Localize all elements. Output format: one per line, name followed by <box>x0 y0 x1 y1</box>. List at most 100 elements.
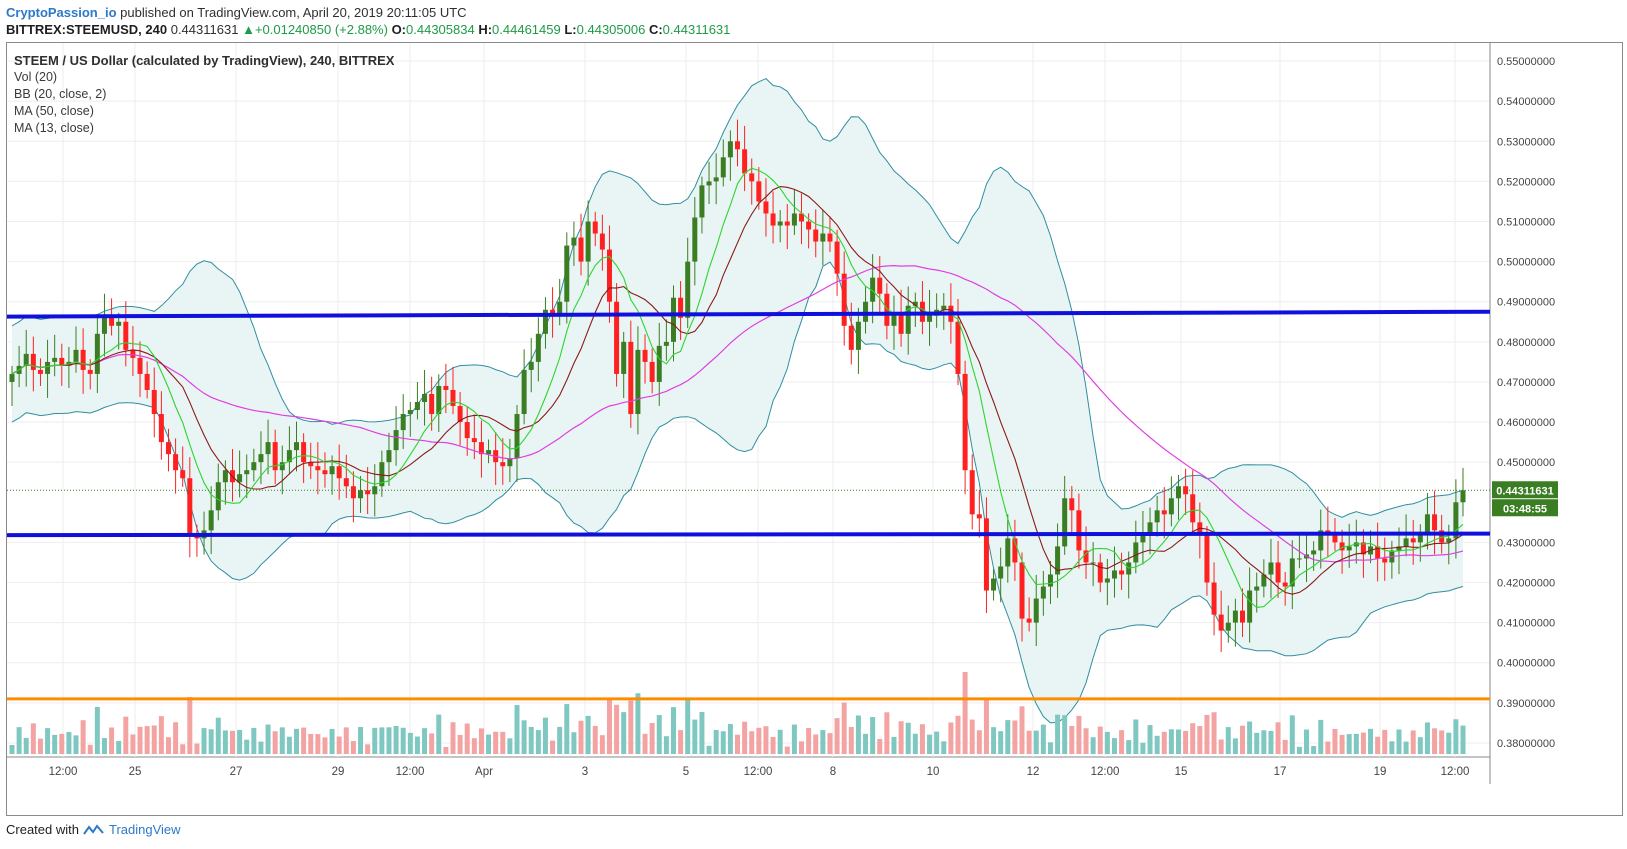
candle-body <box>507 458 513 467</box>
volume-bar <box>735 734 740 754</box>
volume-bar <box>1268 731 1274 754</box>
candle-body <box>94 333 100 374</box>
candle-body <box>1403 538 1409 547</box>
volume-bar <box>258 741 264 754</box>
legend-ma50[interactable]: MA (50, close) <box>14 104 94 118</box>
volume-bar <box>16 727 22 754</box>
candle-body <box>372 486 378 495</box>
volume-bar <box>1140 742 1146 754</box>
candle-body <box>1211 582 1217 615</box>
volume-bar <box>1040 724 1046 754</box>
y-tick-label: 0.53000000 <box>1497 136 1555 148</box>
candle-body <box>962 373 968 471</box>
volume-bar <box>229 730 235 754</box>
volume-bar <box>927 734 933 754</box>
low-label: L: <box>564 22 577 37</box>
candle-body <box>863 301 869 322</box>
candle-body <box>1432 514 1438 531</box>
volume-bar <box>1453 719 1459 754</box>
volume-bar <box>1154 735 1160 754</box>
volume-bar <box>286 736 292 754</box>
volume-bar <box>1197 726 1203 754</box>
volume-bar <box>1325 741 1331 754</box>
volume-bar <box>137 726 143 754</box>
volume-bar <box>393 725 399 754</box>
volume-bar <box>514 705 520 754</box>
price-change: +0.01240850 (+2.88%) <box>254 22 388 37</box>
volume-bar <box>1318 719 1324 754</box>
candle-body <box>158 414 164 443</box>
volume-bar <box>1147 725 1153 754</box>
y-tick-label: 0.52000000 <box>1497 176 1555 188</box>
volume-bar <box>1304 729 1310 754</box>
volume-bar <box>1161 731 1167 754</box>
volume-bar <box>471 738 477 754</box>
volume-bar <box>208 729 214 754</box>
volume-bar <box>799 741 805 754</box>
volume-bar <box>663 736 669 754</box>
tradingview-brand[interactable]: TradingView <box>108 822 181 837</box>
volume-bar <box>599 735 605 754</box>
volume-bar <box>215 717 221 754</box>
candle-body <box>322 470 328 475</box>
candle-body <box>336 466 342 479</box>
y-tick-label: 0.46000000 <box>1497 417 1555 429</box>
candle-body <box>521 369 527 415</box>
candle-body <box>80 349 86 370</box>
candle-body <box>1232 610 1238 623</box>
legend-ma13[interactable]: MA (13, close) <box>14 121 94 135</box>
candle-body <box>891 313 897 326</box>
candle-body <box>301 442 307 463</box>
candle-body <box>1240 610 1246 623</box>
candle-body <box>144 373 150 390</box>
candle-body <box>1040 586 1046 599</box>
volume-bar <box>9 745 15 754</box>
volume-bar <box>1353 733 1359 754</box>
candle-body <box>386 450 392 463</box>
candle-body <box>770 213 776 226</box>
candle-body <box>1332 534 1338 543</box>
volume-bar <box>59 733 65 754</box>
legend-main-title[interactable]: STEEM / US Dollar (calculated by Trading… <box>14 53 395 68</box>
volume-bar <box>315 734 321 754</box>
candle-body <box>294 442 300 451</box>
publisher-name[interactable]: CryptoPassion_io <box>6 5 117 20</box>
x-tick-label: 12:00 <box>744 766 773 778</box>
candle-body <box>927 313 933 322</box>
bollinger-upper-line <box>11 78 1464 518</box>
volume-bar <box>322 737 328 754</box>
candle-body <box>706 181 712 186</box>
volume-bar <box>308 733 314 754</box>
volume-bar <box>863 733 869 754</box>
legend-bollinger[interactable]: BB (20, close, 2) <box>14 87 107 101</box>
candle-body <box>1396 546 1402 551</box>
volume-bar <box>1403 741 1409 754</box>
volume-bar <box>1396 729 1402 754</box>
candle-body <box>905 305 911 334</box>
countdown-label-box <box>1492 499 1558 517</box>
candle-body <box>877 277 883 294</box>
x-tick-label: 12:00 <box>1441 766 1470 778</box>
candle-body <box>73 349 79 362</box>
x-tick-label: 5 <box>683 766 689 778</box>
candle-body <box>358 490 364 499</box>
high-label: H: <box>478 22 493 37</box>
indicator-legend: STEEM / US Dollar (calculated by Trading… <box>14 52 394 137</box>
volume-bar <box>37 738 43 754</box>
volume-bar <box>151 725 157 754</box>
volume-bar <box>507 738 513 754</box>
volume-bar <box>777 729 783 754</box>
volume-bar <box>144 726 150 754</box>
volume-bar <box>500 731 506 754</box>
candle-body <box>180 470 186 479</box>
candle-body <box>941 305 947 310</box>
volume-bar <box>535 730 541 754</box>
candle-body <box>1190 494 1196 523</box>
volume-bar <box>528 727 534 754</box>
candle-body <box>784 221 790 226</box>
created-with-text: Created with <box>6 822 79 837</box>
legend-volume[interactable]: Vol (20) <box>14 70 58 84</box>
volume-bar <box>1076 715 1082 754</box>
volume-bar <box>720 731 726 754</box>
